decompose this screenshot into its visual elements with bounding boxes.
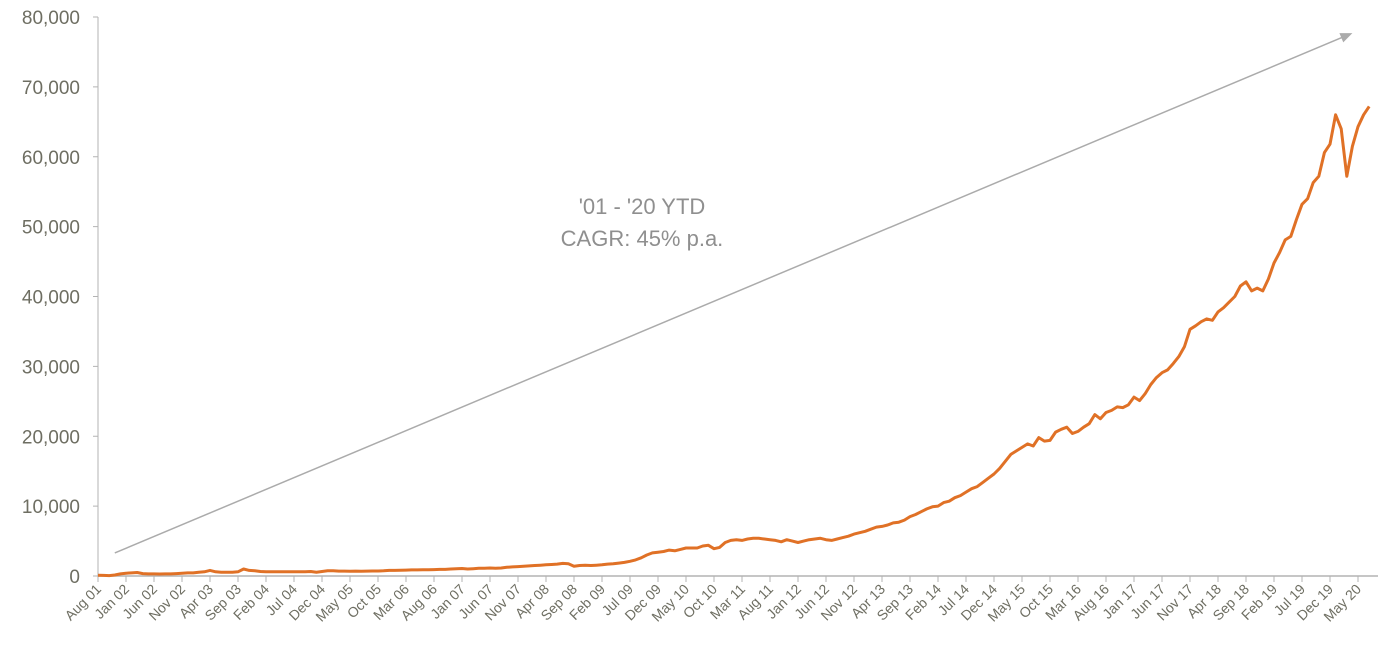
y-tick-label: 0 bbox=[69, 567, 80, 588]
y-tick-label: 20,000 bbox=[22, 427, 80, 448]
y-tick-label: 40,000 bbox=[22, 288, 80, 309]
y-tick-label: 70,000 bbox=[22, 78, 80, 99]
y-tick-label: 10,000 bbox=[22, 497, 80, 518]
y-axis: 0 10,000 20,000 30,000 40,000 50,000 60,000 70,… bbox=[22, 8, 99, 588]
y-tick-label: 60,000 bbox=[22, 148, 80, 169]
arrow-head-icon bbox=[1339, 33, 1353, 43]
annotation-period: '01 - '20 YTD bbox=[579, 194, 706, 219]
series bbox=[97, 105, 1371, 578]
y-tick-label: 80,000 bbox=[22, 8, 80, 29]
y-tick-label: 50,000 bbox=[22, 218, 80, 239]
cagr-arrow bbox=[114, 33, 1353, 554]
series-line bbox=[97, 105, 1371, 578]
annotation-cagr: CAGR: 45% p.a. bbox=[561, 226, 724, 251]
y-tick-label: 30,000 bbox=[22, 357, 80, 378]
arrow-line bbox=[114, 35, 1345, 554]
